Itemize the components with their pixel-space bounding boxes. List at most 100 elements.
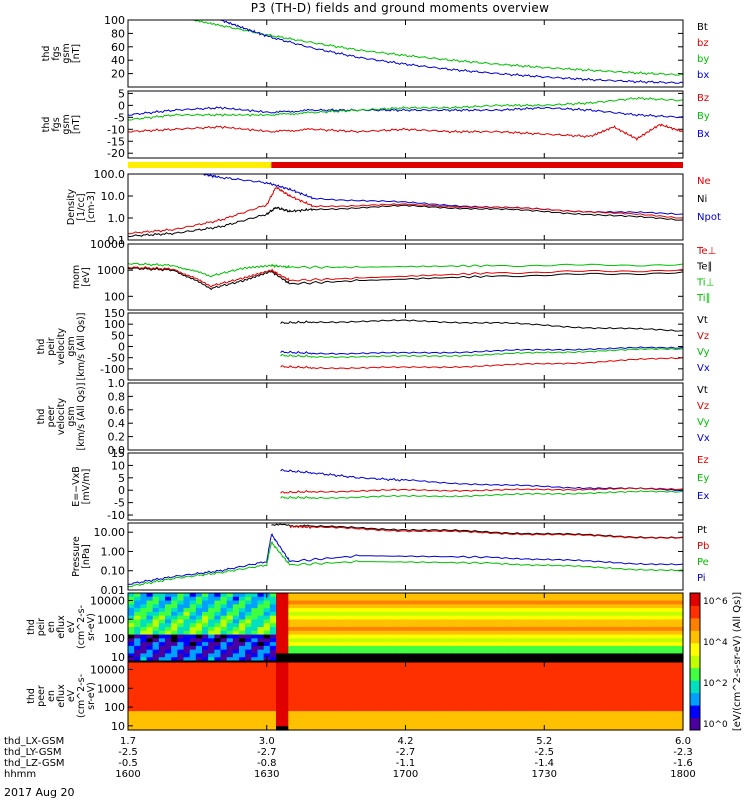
- spectrogram-cell: [442, 653, 450, 658]
- spectrogram-cell: [621, 604, 629, 609]
- spectrogram-cell: [572, 726, 579, 731]
- spectrogram-cell: [257, 699, 265, 705]
- spectrogram-cell: [405, 596, 413, 602]
- spectrogram-cell: [263, 677, 271, 682]
- spectrogram-cell: [590, 714, 598, 720]
- spectrogram-cell: [183, 634, 191, 639]
- spectrogram-cell: [522, 604, 530, 609]
- spectrogram-cell: [374, 611, 382, 617]
- spectrogram-cell: [208, 665, 215, 671]
- y-axis-label: eV: [66, 620, 77, 633]
- spectrogram-cell: [380, 665, 388, 671]
- spectrogram-cell: [479, 711, 487, 716]
- spectrogram-cell: [288, 707, 296, 712]
- spectrogram-cell: [226, 699, 234, 705]
- y-axis-label: thd: [26, 619, 37, 635]
- spectrogram-cell: [658, 680, 666, 686]
- spectrogram-cell: [547, 684, 555, 690]
- spectrogram-cell: [473, 677, 481, 682]
- spectrogram-cell: [134, 703, 141, 708]
- spectrogram-cell: [331, 677, 339, 682]
- spectrogram-cell: [158, 608, 166, 613]
- spectrogram-cell: [350, 645, 357, 651]
- spectrogram-cell: [399, 657, 407, 662]
- spectrogram-cell: [202, 680, 209, 686]
- spectrogram-cell: [189, 692, 197, 697]
- spectrogram-cell: [646, 596, 653, 602]
- spectrogram-cell: [134, 615, 141, 621]
- spectrogram-cell: [621, 627, 629, 632]
- series-line-Ez: [280, 487, 684, 494]
- spectrogram-cell: [646, 718, 653, 724]
- spectrogram-cell: [195, 722, 203, 727]
- spectrogram-cell: [565, 593, 573, 598]
- spectrogram-cell: [565, 657, 573, 662]
- spectrogram-cell: [430, 604, 437, 609]
- spectrogram-cell: [288, 657, 296, 662]
- spectrogram-cell: [337, 630, 345, 636]
- spectrogram-cell: [627, 611, 635, 617]
- spectrogram-cell: [214, 619, 222, 624]
- spectrogram-cell: [590, 608, 598, 613]
- spectrogram-cell: [584, 669, 592, 674]
- spectrogram-cell: [183, 703, 191, 708]
- spectrogram-cell: [140, 722, 148, 727]
- spectrogram-cell: [183, 722, 191, 727]
- spectrogram-cell: [473, 615, 481, 621]
- spectrogram-cell: [547, 707, 555, 712]
- spectrogram-cell: [177, 649, 185, 655]
- spectrogram-cell: [214, 627, 222, 632]
- spectrogram-cell: [411, 619, 419, 624]
- spectrogram-cell: [646, 653, 653, 658]
- spectrogram-cell: [559, 707, 567, 712]
- spectrogram-cell: [288, 662, 296, 667]
- spectrogram-cell: [251, 665, 259, 671]
- spectrogram-cell: [479, 600, 487, 605]
- spectrogram-cell: [615, 642, 622, 647]
- spectrogram-cell: [547, 680, 555, 686]
- spectrogram-cell: [405, 615, 413, 621]
- spectrogram-cell: [202, 696, 209, 701]
- spectrogram-cell: [232, 608, 240, 613]
- spectrogram-cell: [572, 645, 579, 651]
- spectrogram-cell: [183, 699, 191, 705]
- spectrogram-cell: [393, 608, 400, 613]
- spectrogram-cell: [226, 684, 234, 690]
- spectrogram-cell: [658, 596, 666, 602]
- spectrogram-cell: [214, 703, 222, 708]
- spectrogram-cell: [479, 707, 487, 712]
- spectrogram-cell: [528, 726, 536, 731]
- spectrogram-cell: [417, 677, 425, 682]
- spectrogram-cell: [596, 642, 604, 647]
- x-row-label: thd_LZ-GSM: [4, 758, 65, 769]
- spectrogram-cell: [325, 673, 333, 678]
- spectrogram-cell: [473, 714, 481, 720]
- spectrogram-cell: [553, 657, 561, 662]
- spectrogram-cell: [177, 604, 185, 609]
- spectrogram-cell: [584, 680, 592, 686]
- spectrogram-cell: [294, 707, 302, 712]
- spectrogram-cell: [165, 638, 172, 643]
- spectrogram-cell: [152, 619, 160, 624]
- spectrogram-cell: [232, 680, 240, 686]
- y-tick-label: 1000: [97, 682, 125, 695]
- y-axis-label: thd: [36, 409, 47, 425]
- spectrogram-cell: [165, 726, 172, 731]
- spectrogram-cell: [596, 726, 604, 731]
- spectrogram-cell: [368, 604, 376, 609]
- spectrogram-cell: [547, 642, 555, 647]
- spectrogram-cell: [670, 642, 678, 647]
- spectrogram-cell: [288, 696, 296, 701]
- spectrogram-cell: [405, 726, 413, 731]
- spectrogram-cell: [251, 634, 259, 639]
- spectrogram-cell: [251, 722, 259, 727]
- spectrogram-cell: [553, 703, 561, 708]
- spectrogram-cell: [387, 645, 394, 651]
- spectrogram-cell: [374, 680, 382, 686]
- spectrogram-cell: [652, 688, 659, 693]
- spectrogram-cell: [146, 608, 154, 613]
- spectrogram-cell: [572, 615, 579, 621]
- spectrogram-cell: [461, 726, 468, 731]
- spectrogram-cell: [177, 677, 185, 682]
